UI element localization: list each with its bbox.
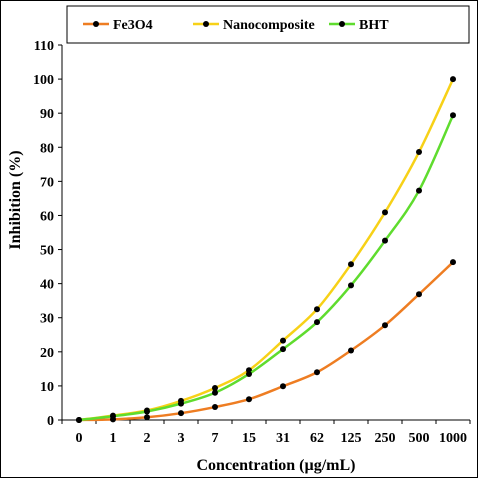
x-tick-label: 250 — [375, 431, 396, 446]
data-point — [348, 282, 354, 289]
y-tick-label: 70 — [40, 175, 54, 190]
data-point — [144, 408, 150, 415]
data-point — [348, 347, 354, 354]
x-tick-label: 7 — [212, 431, 219, 446]
y-axis-title: Inhibition (%) — [7, 150, 24, 249]
y-tick-label: 110 — [34, 39, 54, 54]
data-point — [212, 404, 218, 411]
y-tick-label: 100 — [33, 73, 54, 88]
data-point — [348, 261, 354, 268]
x-tick-label: 1000 — [439, 431, 467, 446]
series-bht — [76, 112, 456, 423]
data-point — [416, 187, 422, 194]
series-nanocomposite — [76, 76, 456, 423]
series-fe3o4 — [76, 259, 456, 423]
x-axis-title: Concentration (µg/mL) — [197, 457, 356, 474]
y-tick-label: 20 — [40, 346, 54, 361]
x-tick-label: 1 — [110, 431, 117, 446]
x-tick-label: 3 — [178, 431, 185, 446]
data-point — [144, 414, 150, 421]
y-tick-label: 0 — [47, 414, 54, 429]
data-point — [246, 370, 252, 377]
y-tick-label: 90 — [40, 107, 54, 122]
data-point — [212, 389, 218, 396]
data-point — [450, 259, 456, 266]
axes: 0 10 20 30 40 50 60 70 80 90 100 110 0 1 2 3 7 15 31 62 125 2… — [33, 39, 471, 446]
x-tick-label: 31 — [276, 431, 290, 446]
legend-swatch-marker — [203, 21, 209, 27]
data-point — [450, 76, 456, 83]
data-point — [382, 237, 388, 244]
data-point — [314, 319, 320, 326]
data-point — [76, 417, 82, 423]
x-tick-label: 125 — [341, 431, 362, 446]
data-point — [280, 346, 286, 353]
series-line — [78, 261, 454, 422]
legend-label: BHT — [359, 18, 389, 33]
series-layer — [76, 76, 456, 423]
y-tick-label: 40 — [40, 278, 54, 293]
data-point — [280, 337, 286, 344]
x-tick-label: 2 — [144, 431, 151, 446]
x-tick-label: 15 — [242, 431, 256, 446]
y-tick-label: 80 — [40, 141, 54, 156]
y-tick-label: 30 — [40, 312, 54, 327]
data-point — [450, 112, 456, 119]
series-line — [78, 114, 455, 422]
data-point — [416, 149, 422, 156]
data-point — [212, 384, 218, 391]
series-line — [78, 78, 455, 422]
legend-label: Fe3O4 — [113, 18, 153, 33]
legend-box — [66, 5, 470, 44]
legend: Fe3O4 Nanocomposite BHT — [83, 18, 389, 33]
legend-swatch-marker — [93, 21, 99, 27]
y-tick-label: 60 — [40, 209, 54, 224]
data-point — [110, 413, 116, 420]
data-point — [178, 410, 184, 417]
data-point — [280, 383, 286, 390]
data-point — [314, 369, 320, 376]
data-point — [382, 209, 388, 216]
y-tick-label: 10 — [40, 380, 54, 395]
legend-swatch-marker — [339, 21, 345, 27]
y-tick-label: 50 — [40, 244, 54, 259]
x-tick-label: 62 — [310, 431, 324, 446]
data-point — [382, 322, 388, 329]
x-tick-label: 0 — [76, 431, 83, 446]
x-tick-label: 500 — [409, 431, 430, 446]
data-point — [416, 291, 422, 298]
data-point — [314, 306, 320, 313]
data-point — [246, 396, 252, 403]
data-point — [178, 400, 184, 407]
legend-label: Nanocomposite — [223, 18, 315, 33]
